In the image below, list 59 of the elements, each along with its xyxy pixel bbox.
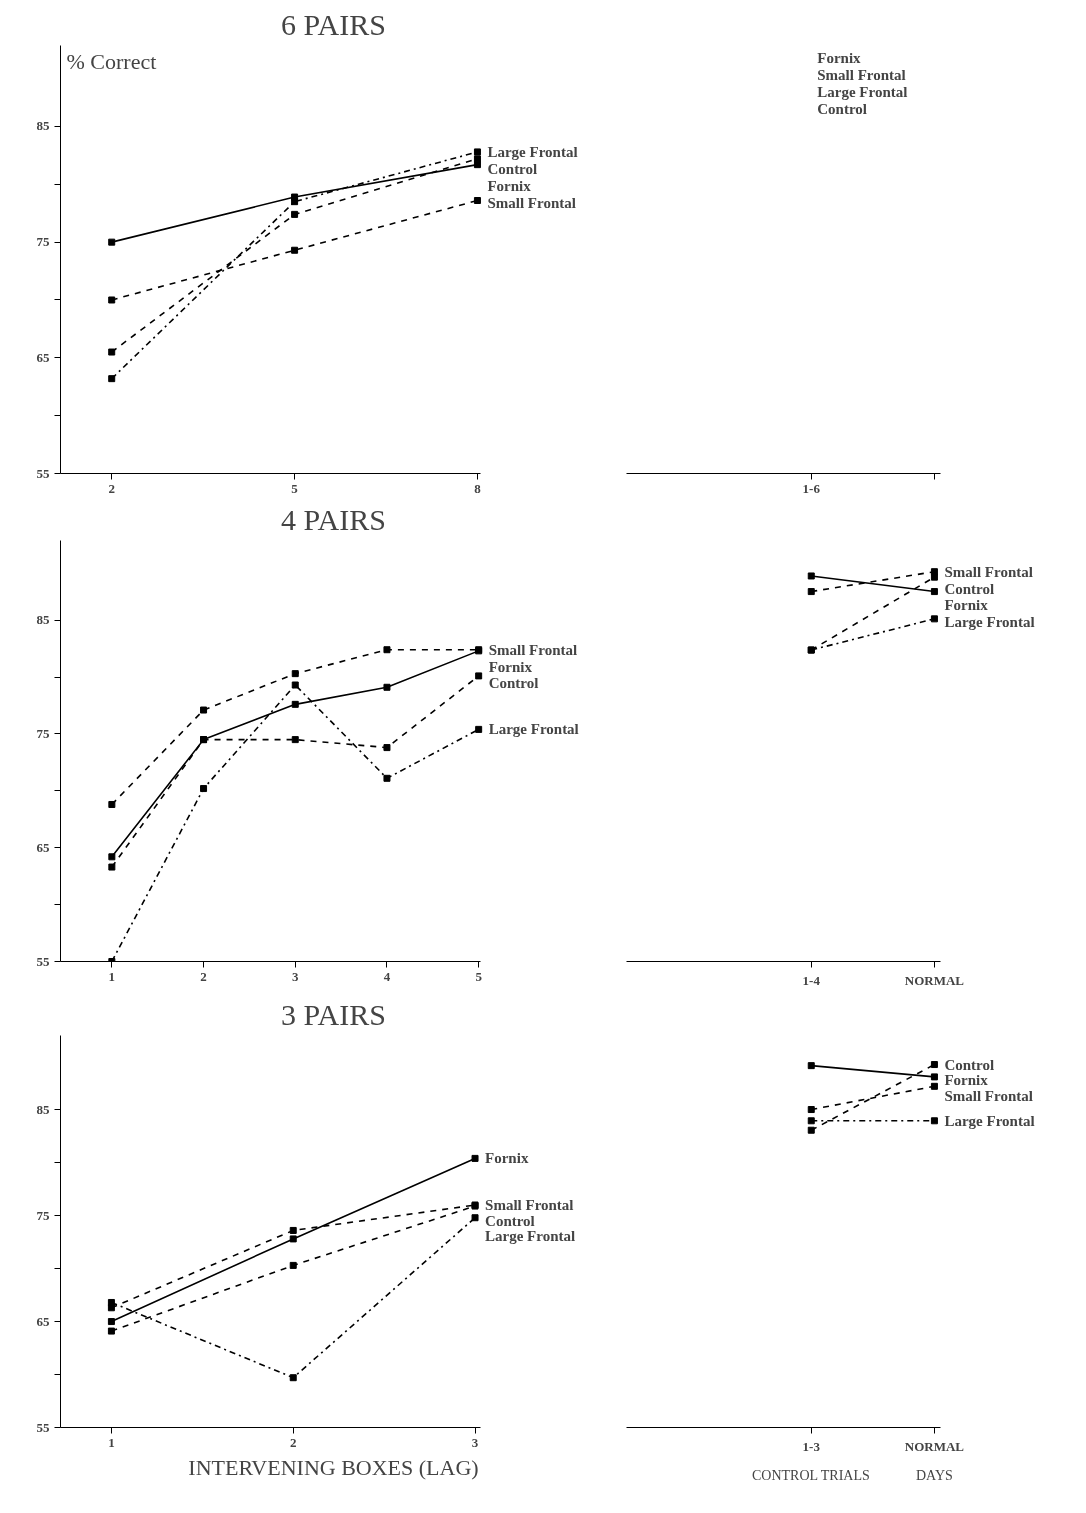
x-tick-label: 1-4 <box>802 972 821 988</box>
chart-title: 3 PAIRS <box>281 997 386 1031</box>
y-tick-label: 55 <box>36 465 50 481</box>
series-label: Small Frontal <box>488 641 578 658</box>
x-axis-title: INTERVENING BOXES (LAG) <box>188 1454 479 1480</box>
y-tick-label: 85 <box>36 612 50 628</box>
series-label: Control <box>944 1056 995 1073</box>
y-tick-label: 85 <box>36 1101 50 1117</box>
series-label: Large Frontal <box>944 1112 1035 1129</box>
chart-title: 4 PAIRS <box>281 502 386 536</box>
series-label: Fornix <box>487 178 532 195</box>
y-tick-label: 85 <box>36 118 50 134</box>
series-label: Small Frontal <box>485 1197 574 1214</box>
x-tick-label: NORMAL <box>904 1438 965 1454</box>
chart-title: 6 PAIRS <box>281 7 386 41</box>
x-tick-label: 3 <box>471 1434 479 1450</box>
series-label: Large Frontal <box>944 614 1035 631</box>
y-axis-title: % Correct <box>66 48 157 74</box>
series-label: Control <box>488 675 539 692</box>
x-tick-label: 4 <box>383 968 391 984</box>
y-tick-label: 75 <box>36 234 50 250</box>
y-tick-label: 65 <box>36 839 50 855</box>
y-tick-label: 55 <box>36 1419 50 1435</box>
x-tick-label: 2 <box>200 968 207 984</box>
text: Small Frontal <box>817 66 906 83</box>
y-tick-label: 65 <box>36 349 50 365</box>
x-tick-label: 1-3 <box>802 1438 821 1454</box>
series-label: Fornix <box>485 1150 529 1167</box>
x-tick-label: 1 <box>108 1434 115 1450</box>
series-label: Large Frontal <box>485 1228 576 1245</box>
series-label: Fornix <box>944 1072 989 1089</box>
series-label: Fornix <box>488 658 533 675</box>
series-label: Control <box>485 1212 535 1229</box>
x-tick-label: 5 <box>475 968 483 984</box>
series-label: Control <box>944 580 995 597</box>
x-axis-title: CONTROL TRIALS <box>751 1467 870 1483</box>
x-tick-label: 2 <box>108 480 115 496</box>
series-label: Control <box>487 161 538 178</box>
y-tick-label: 75 <box>36 725 50 741</box>
x-tick-label: 8 <box>474 480 482 496</box>
y-tick-label: 55 <box>36 953 50 969</box>
text: Control <box>817 100 867 117</box>
text: Large Frontal <box>817 83 908 100</box>
series-label: Fornix <box>944 597 989 614</box>
x-tick-label: 2 <box>289 1434 297 1450</box>
y-tick-label: 65 <box>36 1313 50 1329</box>
x-tick-label: 3 <box>292 968 300 984</box>
text: DAYS <box>916 1467 953 1483</box>
x-tick-label: NORMAL <box>904 972 965 988</box>
series-label: Small Frontal <box>944 1087 1033 1104</box>
y-tick-label: 75 <box>36 1207 50 1223</box>
series-label: Small Frontal <box>487 195 576 212</box>
series-label: Large Frontal <box>487 143 578 160</box>
series-label: Small Frontal <box>944 563 1033 580</box>
category-label: 1-6 <box>802 480 821 496</box>
series-label: Large Frontal <box>488 721 579 738</box>
text: Fornix <box>817 49 862 66</box>
x-tick-label: 1 <box>108 968 116 984</box>
x-tick-label: 5 <box>291 480 299 496</box>
